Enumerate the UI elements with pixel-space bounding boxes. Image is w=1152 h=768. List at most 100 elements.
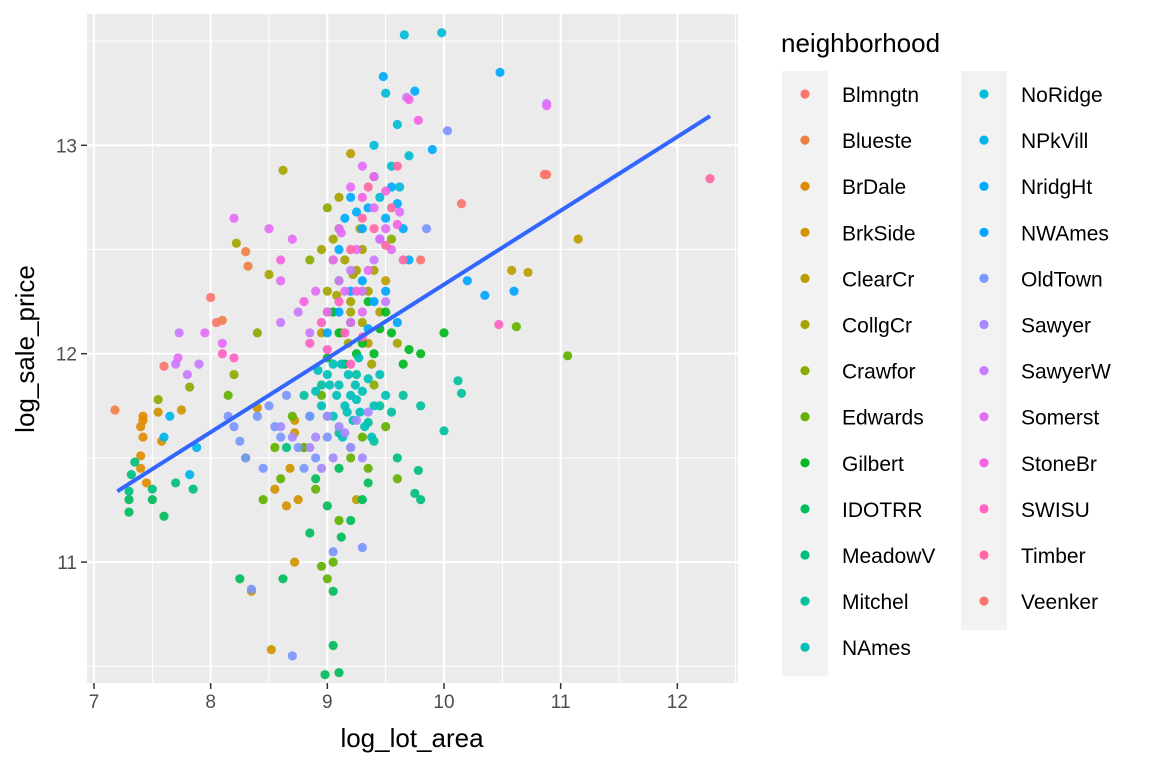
data-point: [266, 645, 276, 655]
legend-key: [979, 319, 989, 330]
data-point: [392, 219, 402, 230]
legend-label: Veenker: [1021, 591, 1098, 614]
data-point: [322, 307, 332, 317]
data-point: [185, 382, 195, 392]
legend-label: CollgCr: [842, 315, 912, 338]
data-point: [346, 515, 356, 526]
legend-key: [979, 550, 989, 560]
legend-key: [800, 273, 810, 283]
data-point: [278, 165, 288, 175]
data-point: [336, 228, 346, 238]
data-point: [369, 297, 379, 307]
y-tick-label: 12: [56, 345, 77, 366]
data-point: [340, 213, 350, 223]
data-point: [523, 267, 533, 278]
data-point: [334, 463, 344, 473]
data-point: [316, 463, 327, 473]
data-point: [290, 557, 300, 567]
data-point: [188, 484, 198, 494]
data-point: [346, 453, 356, 463]
data-point: [340, 328, 350, 338]
data-point: [194, 359, 204, 369]
data-point: [325, 380, 335, 390]
legend-label: BrkSide: [842, 222, 916, 245]
x-tick-label: 9: [322, 692, 333, 713]
data-point: [136, 422, 146, 432]
data-point: [328, 586, 338, 596]
trend-line: [116, 114, 712, 493]
data-point: [241, 453, 251, 463]
data-point: [346, 307, 356, 317]
data-point: [346, 297, 356, 307]
data-point: [305, 328, 315, 338]
data-point: [413, 465, 423, 476]
data-point: [305, 255, 315, 265]
data-point: [360, 422, 370, 432]
data-point: [243, 261, 253, 271]
data-point: [410, 488, 420, 498]
legend-key: [800, 596, 810, 606]
data-point: [357, 453, 367, 463]
data-point: [258, 494, 268, 505]
data-point: [159, 511, 169, 521]
x-tick-label: 7: [89, 692, 100, 713]
data-point: [340, 428, 350, 438]
data-point: [494, 319, 504, 330]
y-tick-label: 13: [56, 136, 77, 157]
data-point: [305, 442, 315, 453]
data-point: [334, 244, 344, 255]
data-point: [110, 405, 120, 415]
data-point: [346, 192, 356, 203]
legend-label: Timber: [1021, 545, 1086, 568]
data-point: [229, 213, 239, 223]
x-tick-label: 8: [205, 692, 216, 713]
data-point: [287, 411, 297, 421]
data-point: [192, 442, 202, 453]
data-point: [313, 365, 323, 375]
data-point: [346, 359, 356, 369]
data-point: [416, 349, 426, 359]
legend-label: Crawfor: [842, 361, 916, 384]
legend-key: [979, 227, 989, 237]
data-point: [229, 369, 239, 380]
data-point: [124, 486, 134, 496]
data-point: [381, 422, 391, 432]
data-point: [334, 422, 344, 432]
data-point: [241, 246, 251, 257]
data-point: [334, 515, 344, 526]
legend-label: ClearCr: [842, 268, 914, 291]
legend-key: [800, 135, 810, 145]
data-point: [342, 407, 352, 417]
data-point: [229, 353, 239, 363]
data-point: [281, 390, 292, 400]
grid-major-lines: [87, 14, 738, 683]
legend-label: NAmes: [842, 637, 911, 660]
x-tick-label: 10: [433, 692, 454, 713]
data-point: [276, 317, 286, 328]
legend-key: [800, 366, 810, 376]
data-point: [328, 255, 338, 265]
data-point: [124, 494, 134, 505]
data-point: [357, 542, 367, 553]
data-point: [442, 126, 453, 136]
data-point: [299, 390, 309, 400]
x-tick-label: 11: [551, 692, 571, 713]
data-point: [357, 276, 367, 286]
legend-label: OldTown: [1021, 268, 1103, 291]
data-point: [316, 401, 327, 411]
data-point: [235, 574, 245, 584]
data-point: [421, 224, 432, 234]
data-point: [293, 307, 303, 317]
data-point: [392, 119, 402, 130]
data-point: [182, 369, 192, 380]
data-point: [276, 474, 286, 484]
data-point: [363, 265, 373, 275]
data-point: [369, 380, 379, 390]
data-point: [369, 171, 379, 182]
legend-label: NridgHt: [1021, 176, 1092, 199]
data-point: [320, 670, 330, 680]
data-point: [404, 151, 414, 161]
data-point: [367, 359, 377, 369]
x-axis-title: log_lot_area: [340, 723, 484, 753]
